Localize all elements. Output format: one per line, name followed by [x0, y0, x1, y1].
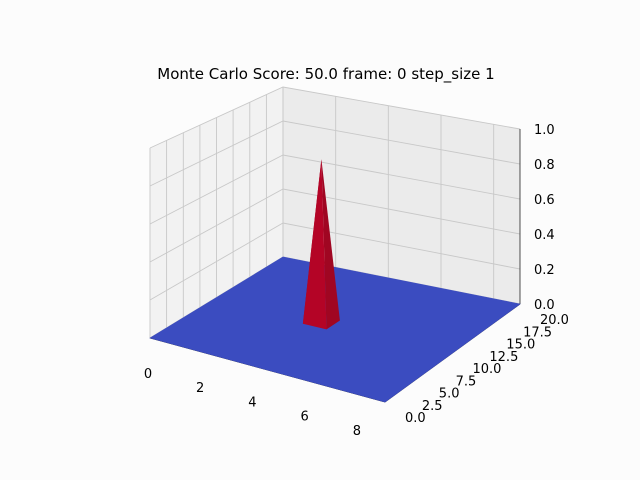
z-tick-label: 0.4 [534, 228, 555, 243]
gridline-z [149, 86, 521, 149]
y-tick-label: 12.5 [489, 350, 518, 365]
z-tick-label: 0.6 [534, 193, 555, 208]
gridline-z [149, 120, 521, 187]
y-tick-label: 10.0 [473, 362, 502, 377]
gridline-z [149, 154, 521, 225]
z-tick-label: 1.0 [534, 123, 555, 138]
surface-plane [149, 256, 521, 403]
y-tick-label: 0.0 [405, 411, 426, 426]
x-tick-label: 4 [248, 395, 256, 410]
y-tick-label: 7.5 [456, 374, 477, 389]
y-tick-label: 15.0 [506, 338, 535, 353]
x-tick-label: 0 [144, 367, 152, 382]
tick-labels: 024680.02.55.07.510.012.515.017.520.00.0… [144, 123, 569, 439]
z-tick-label: 0.0 [534, 298, 555, 313]
y-tick-label: 17.5 [523, 325, 552, 340]
x-tick-label: 6 [301, 410, 309, 425]
pane-back [283, 87, 520, 304]
chart-title: Monte Carlo Score: 50.0 frame: 0 step_si… [157, 65, 494, 84]
x-tick-label: 2 [196, 381, 204, 396]
y-tick-label: 5.0 [439, 387, 460, 402]
z-tick-label: 0.2 [534, 263, 555, 278]
y-tick-label: 20.0 [540, 313, 569, 328]
z-tick-label: 0.8 [534, 158, 555, 173]
spike-face-front [302, 159, 327, 330]
gridline-z [149, 222, 521, 301]
y-tick-label: 2.5 [422, 399, 443, 414]
spike-face-right [321, 159, 340, 330]
surface-mesh [149, 159, 521, 403]
gridline-z [149, 188, 521, 263]
x-tick-label: 8 [353, 424, 361, 439]
